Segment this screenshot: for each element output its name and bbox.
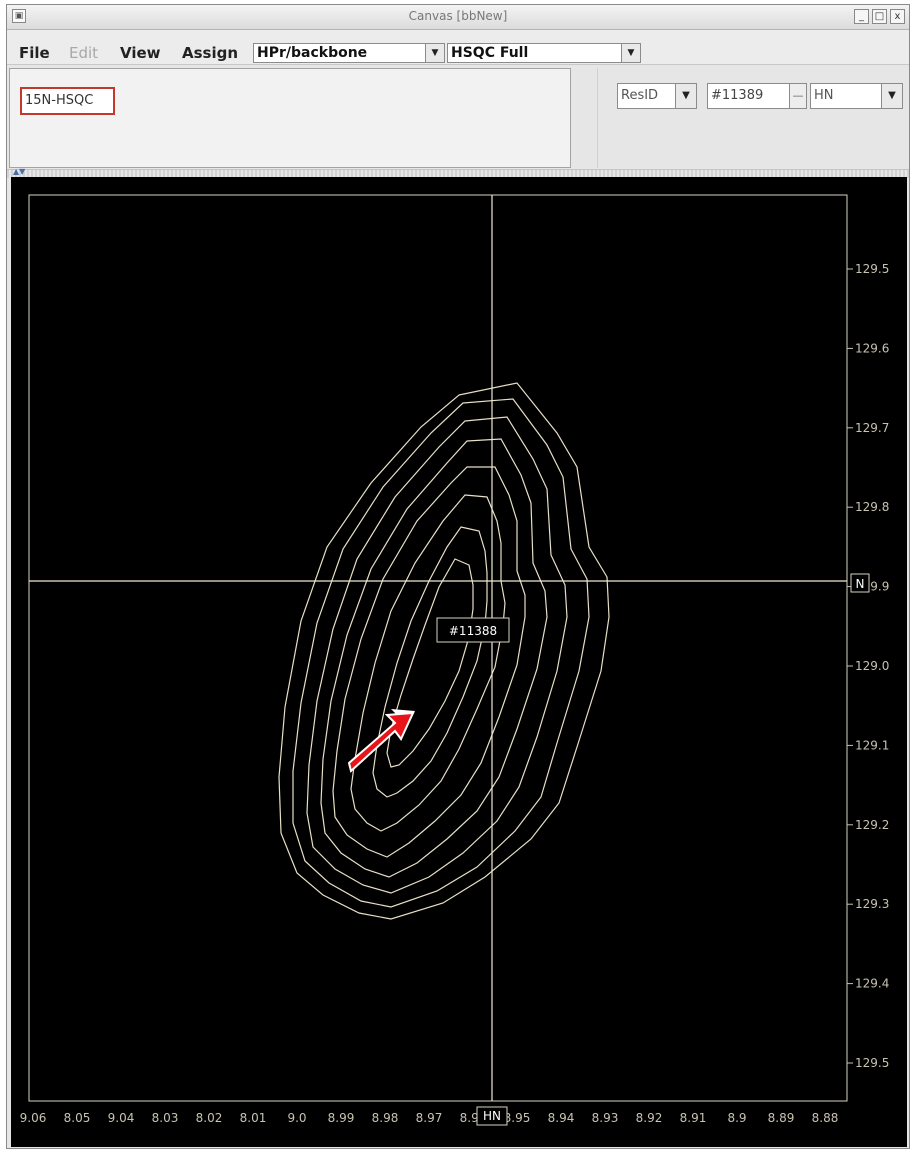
x-tick-label: 9.04 (108, 1111, 135, 1125)
x-tick-label: 8.93 (592, 1111, 619, 1125)
y-tick-label: 129.5 (855, 262, 889, 276)
chevron-down-icon[interactable]: ▼ (881, 84, 902, 108)
y-tick-label: 129.0 (855, 659, 889, 673)
experiment-select[interactable]: HSQC Full ▼ (447, 43, 641, 63)
chevron-down-icon[interactable]: ▼ (675, 84, 696, 108)
contour-level (320, 438, 548, 878)
x-tick-label: 8.03 (152, 1111, 179, 1125)
window-title: Canvas [bbNew] (408, 9, 508, 23)
assignment-panel (597, 68, 909, 168)
x-axis-atom-box (476, 1106, 508, 1126)
x-tick-label: 8.99 (328, 1111, 355, 1125)
spectrum-plot[interactable]: #11388 129.5129.6129.7129.8129.9129.0129… (11, 177, 907, 1147)
x-axis-atom-text: HN (483, 1109, 501, 1123)
y-axis-atom-label[interactable]: N (850, 573, 870, 593)
peak-label-text: #11388 (449, 624, 497, 638)
atom-select-value: HN (814, 88, 834, 103)
red-arrow-icon (347, 709, 415, 773)
x-tick-label: 8.97 (416, 1111, 443, 1125)
x-tick-label: 8.89 (768, 1111, 795, 1125)
spinner-arrows-icon[interactable]: — (789, 84, 806, 108)
contour-level (292, 398, 590, 908)
contour-level (386, 558, 474, 768)
spectrum-canvas[interactable]: #11388 129.5 129.6 129.7 129.8 129.9 129.0 129… (11, 177, 907, 1147)
x-tick-label: 9.0 (287, 1111, 306, 1125)
x-tick-label: 8.91 (680, 1111, 707, 1125)
contour-level (332, 466, 526, 858)
canvas-window: ▣ Canvas [bbNew] _ □ x File Edit View As… (6, 4, 910, 1149)
y-tick-label: 129.4 (855, 977, 889, 991)
contour-level (350, 494, 506, 832)
y-tick-label: 129.2 (855, 818, 889, 832)
y-axis-atom-box (850, 573, 870, 593)
experiment-info-panel (9, 68, 571, 168)
contour-level (306, 416, 568, 894)
y-tick-label: 129.7 (855, 421, 889, 435)
x-tick-label: 8.01 (240, 1111, 267, 1125)
collapse-arrows-icon[interactable]: ▲▼ (13, 167, 26, 176)
minimize-button[interactable]: _ (854, 9, 869, 24)
close-button[interactable]: x (890, 9, 905, 24)
x-axis-atom-label[interactable]: HN (476, 1106, 508, 1126)
experiment-select-value: HSQC Full (451, 45, 529, 61)
title-bar[interactable]: ▣ Canvas [bbNew] _ □ x (7, 5, 909, 30)
menu-bar: File Edit View Assign HPr/backbone ▼ HSQ… (7, 30, 909, 65)
menu-view[interactable]: View (120, 44, 161, 62)
plot-border (28, 194, 848, 1102)
molecule-select-value: HPr/backbone (257, 45, 368, 61)
chevron-down-icon[interactable]: ▼ (425, 44, 444, 62)
menu-edit[interactable]: Edit (69, 44, 99, 62)
x-tick-label: 8.88 (812, 1111, 839, 1125)
panel-splitter[interactable]: ▲▼ (7, 167, 909, 178)
x-tick-label: 9.06 (20, 1111, 47, 1125)
x-tick-label: 8.94 (548, 1111, 575, 1125)
x-tick-label: 8.05 (64, 1111, 91, 1125)
y-tick-label: 129.8 (855, 500, 889, 514)
contour-level (278, 382, 610, 920)
menu-file[interactable]: File (19, 44, 50, 62)
experiment-name-label[interactable]: 15N-HSQC (20, 87, 115, 115)
molecule-select[interactable]: HPr/backbone ▼ (253, 43, 445, 63)
y-tick-label: 129.6 (855, 341, 889, 355)
y-axis-ticks: 129.5129.6129.7129.8129.9129.0129.1129.2… (847, 262, 889, 1070)
peak-label-box (436, 617, 510, 643)
peak-id-spinner[interactable]: #11389 — (707, 83, 807, 109)
menu-assign[interactable]: Assign (182, 44, 239, 62)
y-tick-label: 129.1 (855, 738, 889, 752)
atom-select[interactable]: HN ▼ (810, 83, 903, 109)
x-tick-label: 8.02 (196, 1111, 223, 1125)
y-tick-label: 129.5 (855, 1056, 889, 1070)
chevron-down-icon[interactable]: ▼ (621, 44, 640, 62)
x-tick-label: 8.98 (372, 1111, 399, 1125)
x-tick-label: 8.92 (636, 1111, 663, 1125)
y-tick-label: 129.3 (855, 897, 889, 911)
peak-id-value: #11389 (711, 88, 764, 103)
resid-select[interactable]: ResID ▼ (617, 83, 697, 109)
x-tick-label: 8.9 (727, 1111, 746, 1125)
x-axis-ticks: 9.06 8.05 9.04 8.03 8.02 8.01 9.0 8.99 8.98 8.97 8… (20, 1111, 839, 1125)
x-tick-label: 8.95 (504, 1111, 531, 1125)
peak-label[interactable]: #11388 (436, 617, 510, 643)
contour-level (372, 526, 488, 798)
peak-contours (278, 382, 610, 920)
y-axis-atom-text: N (856, 577, 865, 591)
maximize-button[interactable]: □ (872, 9, 887, 24)
app-icon[interactable]: ▣ (12, 9, 26, 23)
resid-select-value: ResID (621, 88, 659, 103)
